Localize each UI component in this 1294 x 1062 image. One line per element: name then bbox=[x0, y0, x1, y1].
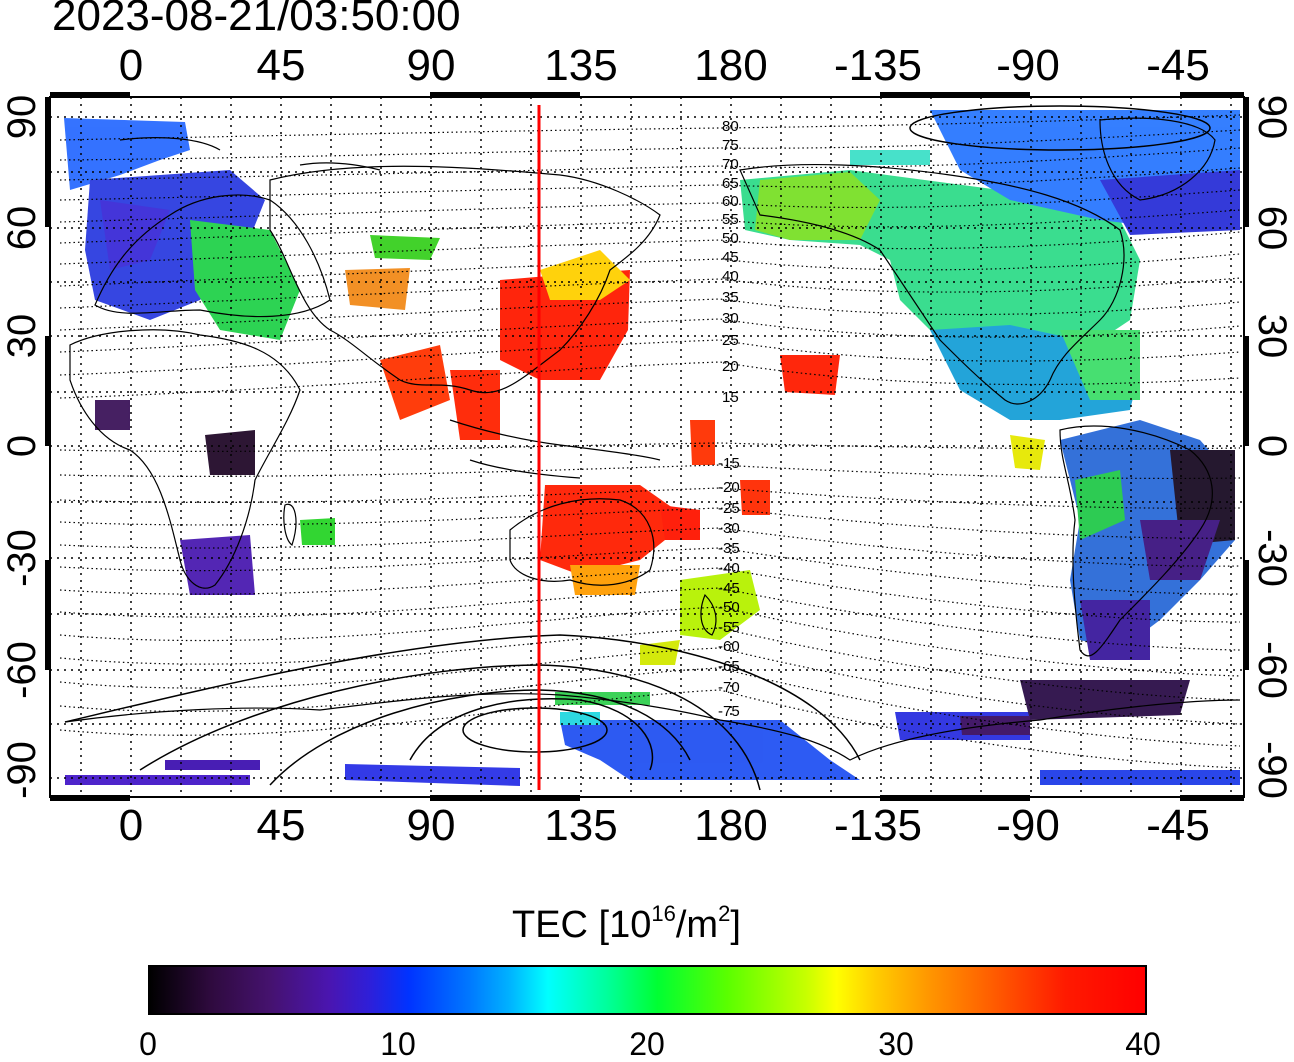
magnetic-contours bbox=[59, 114, 1241, 769]
contour-label: 40 bbox=[722, 268, 739, 285]
contour-label: 20 bbox=[722, 358, 739, 375]
contour-label: -70 bbox=[718, 679, 740, 696]
colorbar-tick-label: 10 bbox=[380, 1026, 416, 1062]
bottom-tick-label: 45 bbox=[256, 801, 306, 850]
colorbar-tick-label: 0 bbox=[139, 1026, 157, 1062]
bottom-tick-label: 180 bbox=[694, 801, 768, 850]
frame-edge-bars bbox=[45, 92, 1249, 801]
contour-label: -30 bbox=[718, 520, 740, 537]
contour-label: 50 bbox=[722, 230, 739, 247]
top-tick-label: 0 bbox=[118, 41, 144, 90]
contour-label: 15 bbox=[722, 389, 739, 406]
contour-label: -60 bbox=[718, 638, 740, 655]
colorbar-tick-label: 20 bbox=[629, 1026, 665, 1062]
top-tick-label: 180 bbox=[694, 41, 768, 90]
contour-label: -20 bbox=[718, 479, 740, 496]
contour-label: 30 bbox=[722, 310, 739, 327]
bottom-tick-label: -135 bbox=[833, 801, 923, 850]
contour-label: -15 bbox=[718, 455, 740, 472]
contour-label: -25 bbox=[718, 500, 740, 517]
contour-label: -65 bbox=[718, 658, 740, 675]
contour-label: -40 bbox=[718, 560, 740, 577]
bottom-tick-label: -45 bbox=[1146, 801, 1210, 850]
top-tick-label: 90 bbox=[406, 41, 456, 90]
contour-label: -55 bbox=[718, 619, 740, 636]
contour-label: 55 bbox=[722, 211, 739, 228]
contour-label: 45 bbox=[722, 249, 739, 266]
colorbar bbox=[148, 965, 1147, 1015]
colorbar-tick-label: 30 bbox=[878, 1026, 914, 1062]
top-tick-label: -45 bbox=[1146, 41, 1210, 90]
contour-label: -35 bbox=[718, 540, 740, 557]
tec-data-regions bbox=[64, 110, 1240, 786]
top-tick-label: -90 bbox=[996, 41, 1060, 90]
timestamp-title: 2023-08-21/03:50:00 bbox=[52, 0, 461, 40]
colorbar-title: TEC [1016/m2] bbox=[512, 901, 741, 946]
bottom-tick-label: 0 bbox=[118, 801, 144, 850]
pole-contours bbox=[64, 105, 1211, 791]
top-tick-label: 135 bbox=[544, 41, 618, 90]
contour-labels: 80 75 70 65 60 55 50 45 40 35 30 25 20 1… bbox=[718, 118, 740, 720]
bottom-tick-label: 135 bbox=[544, 801, 618, 850]
contour-label: 70 bbox=[722, 156, 739, 173]
contour-label: 25 bbox=[722, 332, 739, 349]
top-tick-label: -135 bbox=[833, 41, 923, 90]
contour-label: 35 bbox=[722, 289, 739, 306]
colorbar-tick-label: 40 bbox=[1125, 1026, 1161, 1062]
contour-label: -45 bbox=[718, 580, 740, 597]
contour-label: 60 bbox=[722, 193, 739, 210]
contour-label: -75 bbox=[718, 703, 740, 720]
bottom-tick-label: 90 bbox=[406, 801, 456, 850]
contour-label: 75 bbox=[722, 137, 739, 154]
bottom-tick-label: -90 bbox=[996, 801, 1060, 850]
top-tick-label: 45 bbox=[256, 41, 306, 90]
contour-label: 80 bbox=[722, 118, 739, 135]
contour-label: 65 bbox=[722, 175, 739, 192]
contour-label: -50 bbox=[718, 599, 740, 616]
graticule bbox=[50, 97, 1244, 797]
